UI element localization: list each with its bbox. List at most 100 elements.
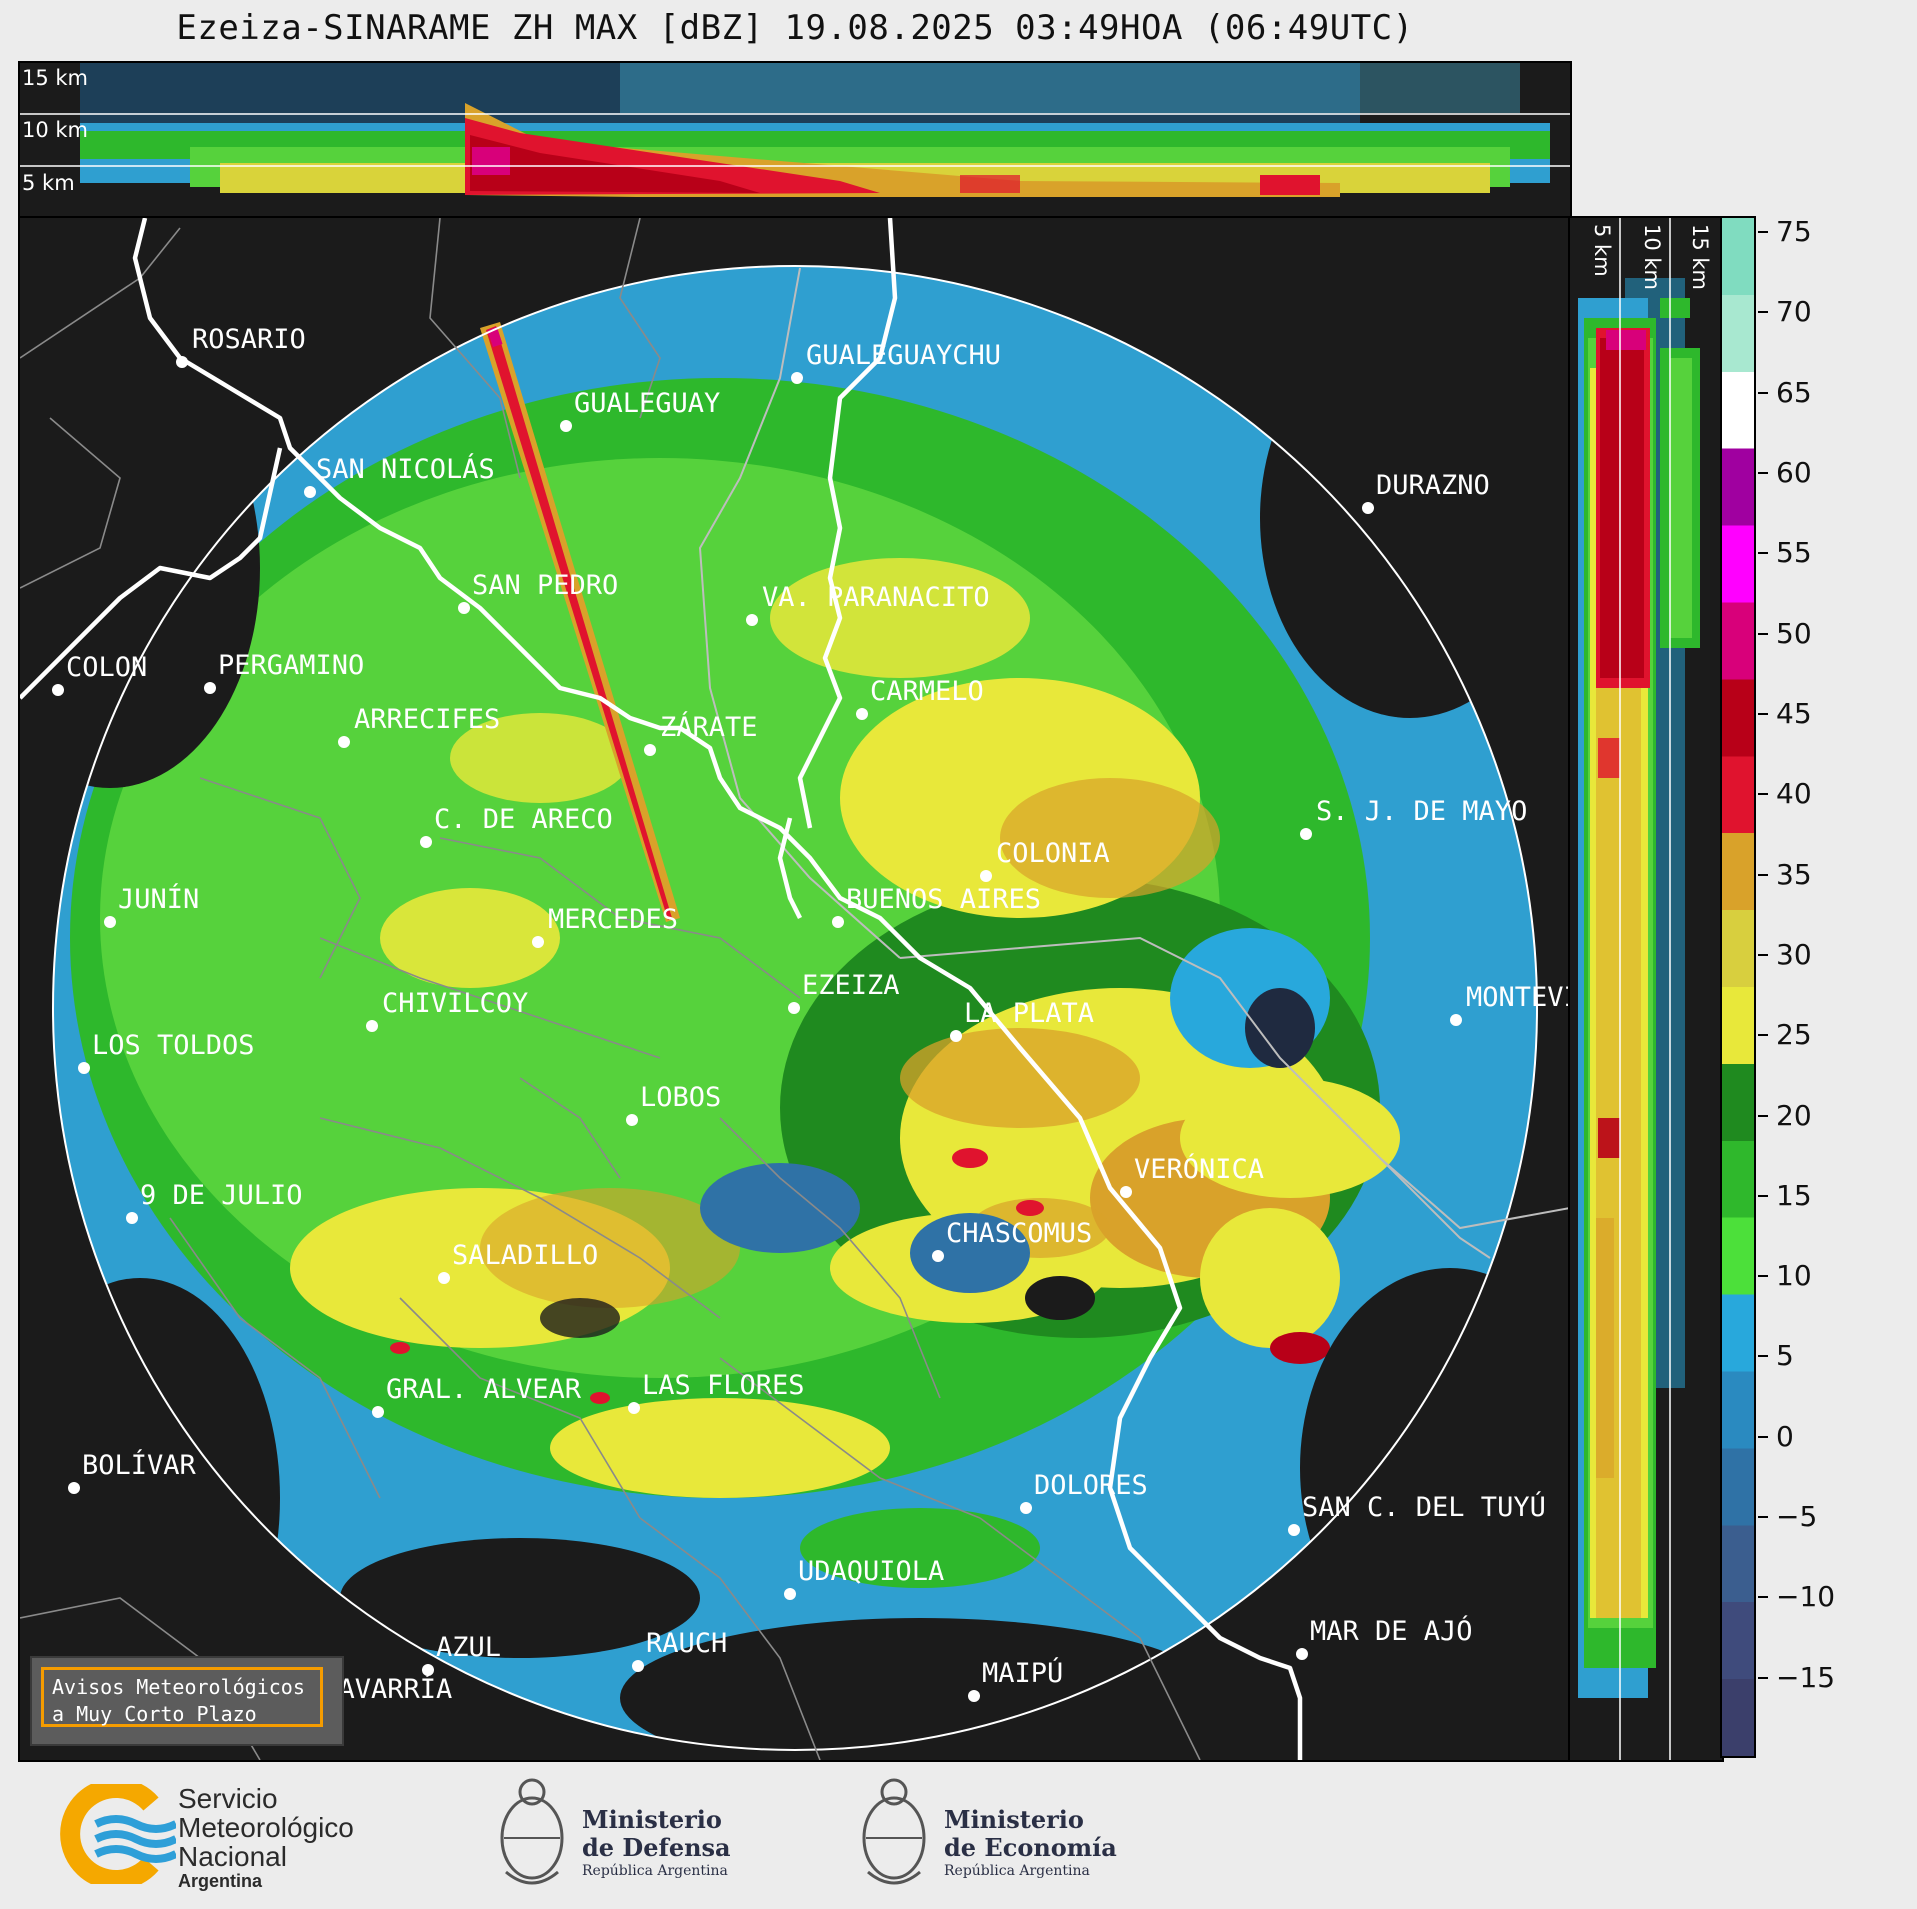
city-marker-saladillo: [438, 1272, 450, 1284]
city-marker-maipu: [968, 1690, 980, 1702]
smn-line-4: Argentina: [178, 1871, 263, 1891]
colorbar-tick-label: 10: [1776, 1259, 1812, 1293]
colorbar-tick: [1758, 311, 1768, 314]
colorbar-tick: [1758, 1194, 1768, 1197]
warning-box-inner[interactable]: Avisos Meteorológicos a Muy Corto Plazo: [41, 1667, 323, 1727]
city-marker-la-plata: [950, 1030, 962, 1042]
economia-coat-of-arms-icon: [862, 1778, 926, 1885]
top-km-label-5: 5 km: [22, 171, 75, 195]
city-marker-san-nicolas: [304, 486, 316, 498]
warning-line-1: Avisos Meteorológicos: [52, 1675, 305, 1699]
city-marker-va-paranacito: [746, 614, 758, 626]
colorbar-tick: [1758, 1275, 1768, 1278]
dbz-colorbar: [1720, 216, 1756, 1758]
city-marker-san-pedro: [458, 602, 470, 614]
city-marker-las-flores: [628, 1402, 640, 1414]
city-label-rauch: RAUCH: [646, 1628, 727, 1659]
colorbar-tick: [1758, 552, 1768, 555]
city-label-gualeguaychu: GUALEGUAYCHU: [806, 340, 1001, 371]
city-marker-mercedes: [532, 936, 544, 948]
city-label-pergamino: PERGAMINO: [218, 650, 364, 681]
city-marker-bolivar: [68, 1482, 80, 1494]
city-marker-rauch: [632, 1660, 644, 1672]
side-km-label-15: 15 km: [1688, 224, 1712, 291]
city-marker-zarate: [644, 744, 656, 756]
city-label-durazno: DURAZNO: [1376, 470, 1490, 501]
city-marker-gral-alvear: [372, 1406, 384, 1418]
colorbar-tick-label: 45: [1776, 696, 1812, 730]
colorbar-tick-label: 60: [1776, 456, 1812, 489]
colorbar-tick-label: −15: [1776, 1660, 1836, 1694]
side-cross-section-image: [1578, 218, 1700, 1760]
colorbar-tick: [1758, 472, 1768, 474]
warning-line-2: a Muy Corto Plazo: [52, 1702, 257, 1726]
map-title: Ezeiza-SINARAME ZH MAX [dBZ] 19.08.2025 …: [176, 8, 1414, 48]
city-label-junin: JUNÍN: [118, 883, 199, 915]
colorbar-tick: [1758, 1114, 1768, 1117]
city-label-udaquiola: UDAQUIOLA: [798, 1556, 944, 1587]
colorbar-tick-label: 55: [1776, 536, 1812, 570]
city-label-chivilcoy: CHIVILCOY: [382, 988, 528, 1019]
city-label-s-j-de-mayo: S. J. DE MAYO: [1316, 796, 1527, 827]
city-label-mar-de-ajo: MAR DE AJÓ: [1310, 1615, 1473, 1647]
defensa-line-3: República Argentina: [582, 1863, 728, 1879]
city-label-saladillo: SALADILLO: [452, 1240, 598, 1271]
city-label-colonia: COLONIA: [996, 838, 1110, 869]
city-label-maipu: MAIPÚ: [982, 1657, 1063, 1689]
economia-line-2: de Economía: [944, 1833, 1117, 1862]
colorbar-tick: [1758, 1034, 1768, 1037]
colorbar-tick-label: 75: [1776, 215, 1812, 249]
city-marker-colonia: [980, 870, 992, 882]
colorbar-tick-label: 70: [1776, 295, 1812, 329]
city-label-las-flores: LAS FLORES: [642, 1370, 805, 1401]
city-label-san-nicolas: SAN NICOLÁS: [316, 453, 495, 485]
economia-line-1: Ministerio: [944, 1805, 1084, 1834]
city-label-gualeguay: GUALEGUAY: [574, 388, 720, 419]
colorbar-tick: [1758, 712, 1768, 715]
city-marker-dolores: [1020, 1502, 1032, 1514]
city-label-bolivar: BOLÍVAR: [82, 1449, 197, 1481]
city-marker-san-c-del-tuyu: [1288, 1524, 1300, 1536]
city-marker-buenos-aires: [832, 916, 844, 928]
colorbar-tick-label: −5: [1776, 1500, 1818, 1534]
city-marker-gualeguaychu: [791, 372, 803, 384]
city-marker-montevideo: [1450, 1014, 1462, 1026]
city-marker-colon: [52, 684, 64, 696]
city-label-chascomus: CHASCOMUS: [946, 1218, 1092, 1249]
city-marker-veronica: [1120, 1186, 1132, 1198]
city-label-buenos-aires: BUENOS AIRES: [846, 884, 1041, 915]
colorbar-tick-label: 25: [1776, 1018, 1812, 1052]
colorbar-tick-label: −10: [1776, 1580, 1836, 1614]
coastline: [20, 218, 1303, 1760]
economia-logo-text: Ministerio de Economía República Argenti…: [944, 1806, 1117, 1880]
colorbar-tick: [1758, 231, 1768, 234]
city-marker-ezeiza: [788, 1002, 800, 1014]
city-marker-chascomus: [932, 1250, 944, 1262]
colorbar-tick-label: 0: [1776, 1419, 1794, 1453]
city-marker-rosario: [176, 356, 188, 368]
smn-line-3: Nacional: [178, 1841, 287, 1872]
city-label-lobos: LOBOS: [640, 1082, 721, 1113]
side-km-label-10: 10 km: [1640, 224, 1664, 291]
city-marker-carmelo: [856, 708, 868, 720]
city-marker-9-de-julio: [126, 1212, 138, 1224]
smn-line-1: Servicio: [178, 1783, 278, 1814]
city-marker-c-de-areco: [420, 836, 432, 848]
city-markers: [52, 356, 1462, 1718]
city-label-veronica: VERÓNICA: [1134, 1153, 1264, 1185]
colorbar-tick-label: 30: [1776, 937, 1812, 971]
top-km-label-10: 10 km: [22, 118, 89, 142]
warning-box[interactable]: Avisos Meteorológicos a Muy Corto Plazo: [30, 1656, 344, 1746]
city-label-dolores: DOLORES: [1034, 1470, 1148, 1501]
defensa-logo-text: Ministerio de Defensa República Argentin…: [582, 1806, 731, 1880]
colorbar-tick: [1758, 1516, 1768, 1519]
colorbar-tick-label: 20: [1776, 1098, 1812, 1132]
city-label-rosario: ROSARIO: [192, 324, 306, 355]
range-ring: [52, 265, 1538, 1751]
colorbar-tick: [1758, 1596, 1768, 1599]
smn-logo-text: Servicio Meteorológico Nacional Argentin…: [178, 1784, 354, 1891]
city-label-ezeiza: EZEIZA: [802, 970, 900, 1001]
colorbar-tick: [1758, 873, 1768, 876]
uruguay-roads: [698, 267, 1570, 1259]
top-km-label-15: 15 km: [22, 66, 89, 90]
